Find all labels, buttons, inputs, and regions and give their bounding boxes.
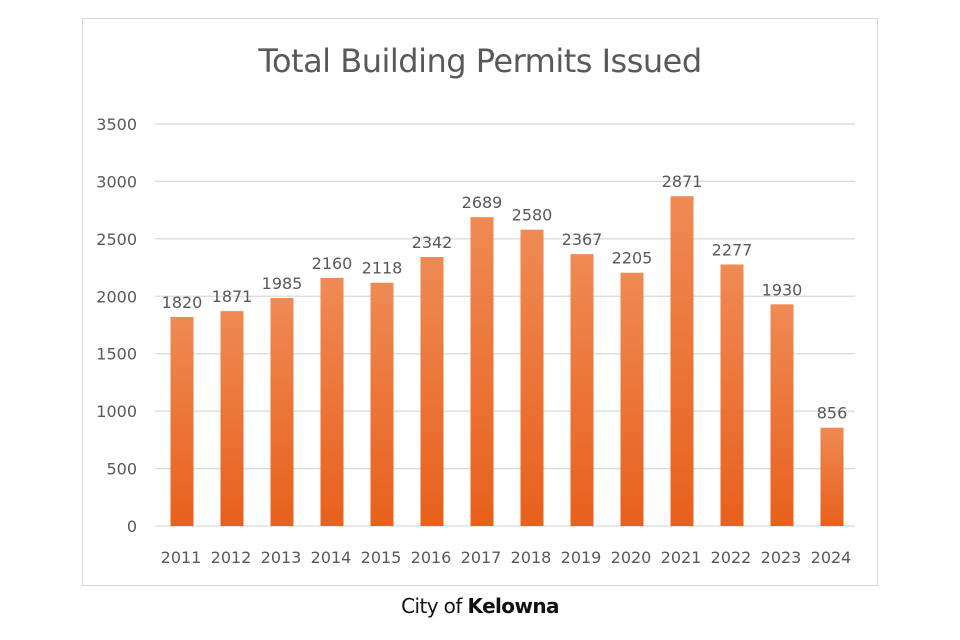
y-tick-label: 2500 <box>96 230 137 249</box>
bar-2018 <box>520 229 544 526</box>
data-label: 2205 <box>612 249 653 268</box>
bar-2011 <box>170 316 194 526</box>
data-label: 2277 <box>712 240 753 259</box>
bars <box>170 196 844 526</box>
bar-2014 <box>320 277 344 526</box>
y-tick-label: 1000 <box>96 402 137 421</box>
logo-prefix: City of <box>401 594 468 618</box>
x-tick-label: 2018 <box>511 548 552 567</box>
y-axis-ticks: 0 500 1000 1500 2000 2500 3000 3500 <box>96 115 137 536</box>
x-tick-label: 2022 <box>711 548 752 567</box>
bar-2012 <box>220 311 244 526</box>
x-tick-label: 2019 <box>561 548 602 567</box>
y-tick-label: 3500 <box>96 115 137 134</box>
x-tick-label: 2017 <box>461 548 502 567</box>
data-label: 1820 <box>162 293 203 312</box>
x-tick-label: 2016 <box>411 548 452 567</box>
x-tick-label: 2021 <box>661 548 702 567</box>
x-tick-label: 2015 <box>361 548 402 567</box>
data-label: 1930 <box>762 280 803 299</box>
data-label: 1871 <box>212 287 253 306</box>
bar-2024 <box>820 427 844 526</box>
y-tick-label: 3000 <box>96 172 137 191</box>
bar-2019 <box>570 254 594 526</box>
x-tick-label: 2023 <box>761 548 802 567</box>
chart-title: Total Building Permits Issued <box>258 42 702 80</box>
y-tick-label: 0 <box>127 517 137 536</box>
data-label: 1985 <box>262 274 303 293</box>
gridlines <box>155 123 855 527</box>
y-tick-label: 500 <box>106 460 137 479</box>
data-label: 2580 <box>512 206 553 225</box>
x-tick-label: 2024 <box>811 548 852 567</box>
bar-2017 <box>470 217 494 526</box>
data-label: 856 <box>817 404 848 423</box>
data-labels: 1820 1871 1985 2160 2118 2342 2689 2580 2367 2205… <box>162 172 848 422</box>
data-label: 2342 <box>412 233 453 252</box>
bar-2020 <box>620 272 644 526</box>
bar-2023 <box>770 304 794 526</box>
bar-2015 <box>370 282 394 526</box>
x-tick-label: 2012 <box>211 548 252 567</box>
x-axis-ticks: 2011 2012 2013 2014 2015 2016 2017 2018 2019 2020… <box>161 548 852 567</box>
bar-2022 <box>720 264 744 526</box>
data-label: 2689 <box>462 193 503 212</box>
data-label: 2871 <box>662 172 703 191</box>
y-tick-label: 1500 <box>96 345 137 364</box>
x-tick-label: 2014 <box>311 548 352 567</box>
city-of-kelowna-logo: City of Kelowna <box>0 594 960 618</box>
x-tick-label: 2013 <box>261 548 302 567</box>
bar-2013 <box>270 298 294 526</box>
x-tick-label: 2011 <box>161 548 202 567</box>
data-label: 2118 <box>362 259 403 278</box>
bar-2016 <box>420 257 444 526</box>
data-label: 2367 <box>562 230 603 249</box>
x-tick-label: 2020 <box>611 548 652 567</box>
bar-2021 <box>670 196 694 526</box>
data-label: 2160 <box>312 254 353 273</box>
y-tick-label: 2000 <box>96 287 137 306</box>
logo-brand: Kelowna <box>467 594 560 618</box>
